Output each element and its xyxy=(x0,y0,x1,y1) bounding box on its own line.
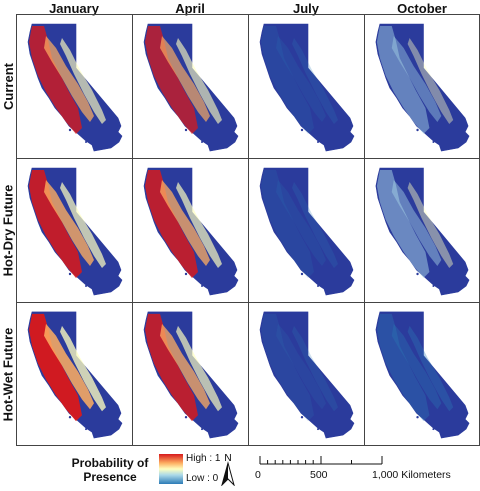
map-panel-hot-dry-october xyxy=(364,158,480,303)
sierra-zone xyxy=(176,182,222,268)
sierra-zone xyxy=(60,38,106,124)
coastal-zone xyxy=(376,26,430,134)
central-valley-zone xyxy=(276,36,326,122)
central-valley-zone xyxy=(160,180,210,266)
california-outline xyxy=(375,23,470,152)
california-outline xyxy=(259,23,355,152)
map-panel-hot-dry-april xyxy=(132,158,249,303)
sierra-zone xyxy=(407,325,454,412)
column-header-july: July xyxy=(292,1,319,16)
coastal-zone xyxy=(376,313,430,422)
sierra-zone xyxy=(176,325,222,412)
map-panel-current-july xyxy=(248,14,365,159)
sierra-zone xyxy=(407,182,454,268)
coastal-zone xyxy=(261,170,314,278)
coastal-zone xyxy=(29,313,82,422)
california-outline xyxy=(259,311,355,439)
california-outline xyxy=(375,167,470,296)
sierra-zone xyxy=(60,325,106,412)
legend-low-label: Low : 0 xyxy=(186,473,219,484)
column-header-january: January xyxy=(49,1,99,16)
map-panel-hot-wet-july xyxy=(248,302,365,446)
central-valley-zone xyxy=(276,323,326,410)
sierra-zone xyxy=(176,38,222,124)
map-panel-hot-wet-april xyxy=(132,302,249,446)
coastal-zone xyxy=(29,170,82,278)
map-grid xyxy=(16,14,480,446)
row-header-hot-dry-future: Hot-Dry Future xyxy=(0,184,16,276)
central-valley-zone xyxy=(44,180,94,266)
map-panel-current-october xyxy=(364,14,480,159)
column-header-october: October xyxy=(397,1,447,16)
sierra-zone xyxy=(292,325,338,412)
coastal-zone xyxy=(376,170,430,278)
scale-label-500: 500 xyxy=(310,469,328,481)
central-valley-zone xyxy=(391,36,442,122)
map-panel-hot-dry-january xyxy=(16,158,133,303)
central-valley-zone xyxy=(276,180,326,266)
sierra-zone xyxy=(60,182,106,268)
map-panel-hot-wet-january xyxy=(16,302,133,446)
map-panel-hot-dry-july xyxy=(248,158,365,303)
central-valley-zone xyxy=(391,323,442,410)
coastal-zone xyxy=(261,26,314,134)
coastal-zone xyxy=(29,26,82,134)
central-valley-zone xyxy=(391,180,442,266)
scale-bar xyxy=(258,452,448,484)
north-label: N xyxy=(224,453,231,464)
sierra-zone xyxy=(407,38,454,124)
scale-label-1000: 1,000 Kilometers xyxy=(372,469,451,481)
legend-color-ramp xyxy=(159,454,183,484)
central-valley-zone xyxy=(44,323,94,410)
map-panel-current-january xyxy=(16,14,133,159)
column-header-april: April xyxy=(175,1,205,16)
central-valley-zone xyxy=(44,36,94,122)
central-valley-zone xyxy=(160,36,210,122)
north-arrow-icon: N xyxy=(218,452,238,487)
row-header-hot-wet-future: Hot-Wet Future xyxy=(0,327,16,421)
coastal-zone xyxy=(261,313,314,422)
sierra-zone xyxy=(292,182,338,268)
coastal-zone xyxy=(145,170,198,278)
coastal-zone xyxy=(145,313,198,422)
california-outline xyxy=(375,311,470,439)
sierra-zone xyxy=(292,38,338,124)
scale-label-0: 0 xyxy=(255,469,261,481)
coastal-zone xyxy=(145,26,198,134)
map-panel-current-april xyxy=(132,14,249,159)
california-outline xyxy=(259,167,355,296)
legend-title: Probability of Presence xyxy=(71,456,149,484)
central-valley-zone xyxy=(160,323,210,410)
row-header-current: Current xyxy=(0,62,16,110)
legend-high-label: High : 1 xyxy=(186,453,221,464)
map-panel-hot-wet-october xyxy=(364,302,480,446)
